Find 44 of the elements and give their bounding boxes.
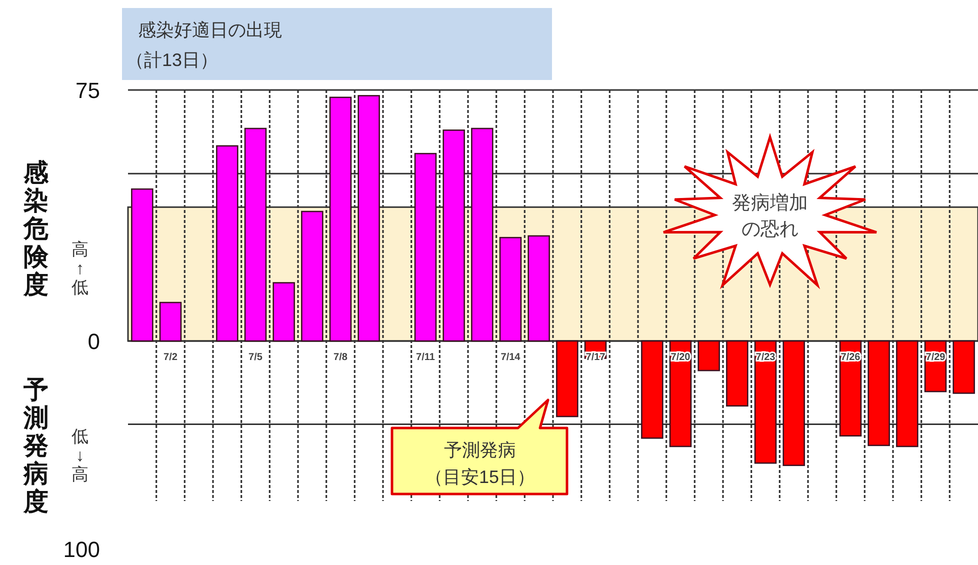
bar: [669, 340, 692, 448]
chart-title: 感染好適日の出現: [138, 20, 282, 40]
bar: [159, 302, 182, 342]
y2-tick-label: 0: [88, 329, 100, 354]
x-tick-label: 7/29: [926, 352, 946, 363]
x-tick-label: 7/11: [416, 352, 436, 363]
x-tick-label: 7/2: [164, 352, 178, 363]
y2-axis-title: 予測発病度: [22, 376, 48, 516]
text: 低↓高: [72, 426, 88, 484]
bar: [698, 340, 720, 372]
x-tick-label: 7/17: [586, 352, 606, 363]
bar: [272, 282, 295, 342]
x-tick-label: 7/23: [756, 352, 776, 363]
bar: [782, 340, 805, 466]
bar: [641, 340, 664, 439]
x-tick-label: 7/8: [334, 352, 348, 363]
bar: [244, 128, 267, 342]
bar: [414, 152, 437, 342]
bar: [896, 340, 918, 448]
bar: [499, 236, 522, 342]
x-tick-label: 7/20: [670, 352, 691, 363]
bar: [329, 96, 352, 342]
x-tick-label: 7/14: [500, 352, 521, 363]
bar: [556, 340, 578, 418]
bar: [868, 340, 890, 446]
x-tick-label: 7/5: [248, 352, 263, 363]
chart-subtitle: （計13日）: [126, 50, 218, 70]
y2-tick-label: 100: [63, 537, 100, 562]
bar: [131, 188, 154, 342]
bar: [301, 210, 324, 342]
bar: [528, 235, 550, 342]
bar: [952, 340, 975, 394]
bar: [216, 145, 238, 342]
bar: [358, 95, 380, 342]
bar: [471, 128, 494, 342]
y-axis-title: 感染危険度: [22, 158, 50, 299]
annotation: 発病増加の恐れ: [732, 192, 808, 240]
text: 予測発病（目安15日）: [424, 440, 536, 487]
text: 高↑低: [72, 240, 88, 297]
y-tick-label: 75: [76, 78, 100, 103]
bar: [442, 130, 465, 342]
bar: [726, 340, 748, 407]
x-tick-label: 7/26: [840, 352, 861, 363]
bar: [754, 340, 777, 464]
